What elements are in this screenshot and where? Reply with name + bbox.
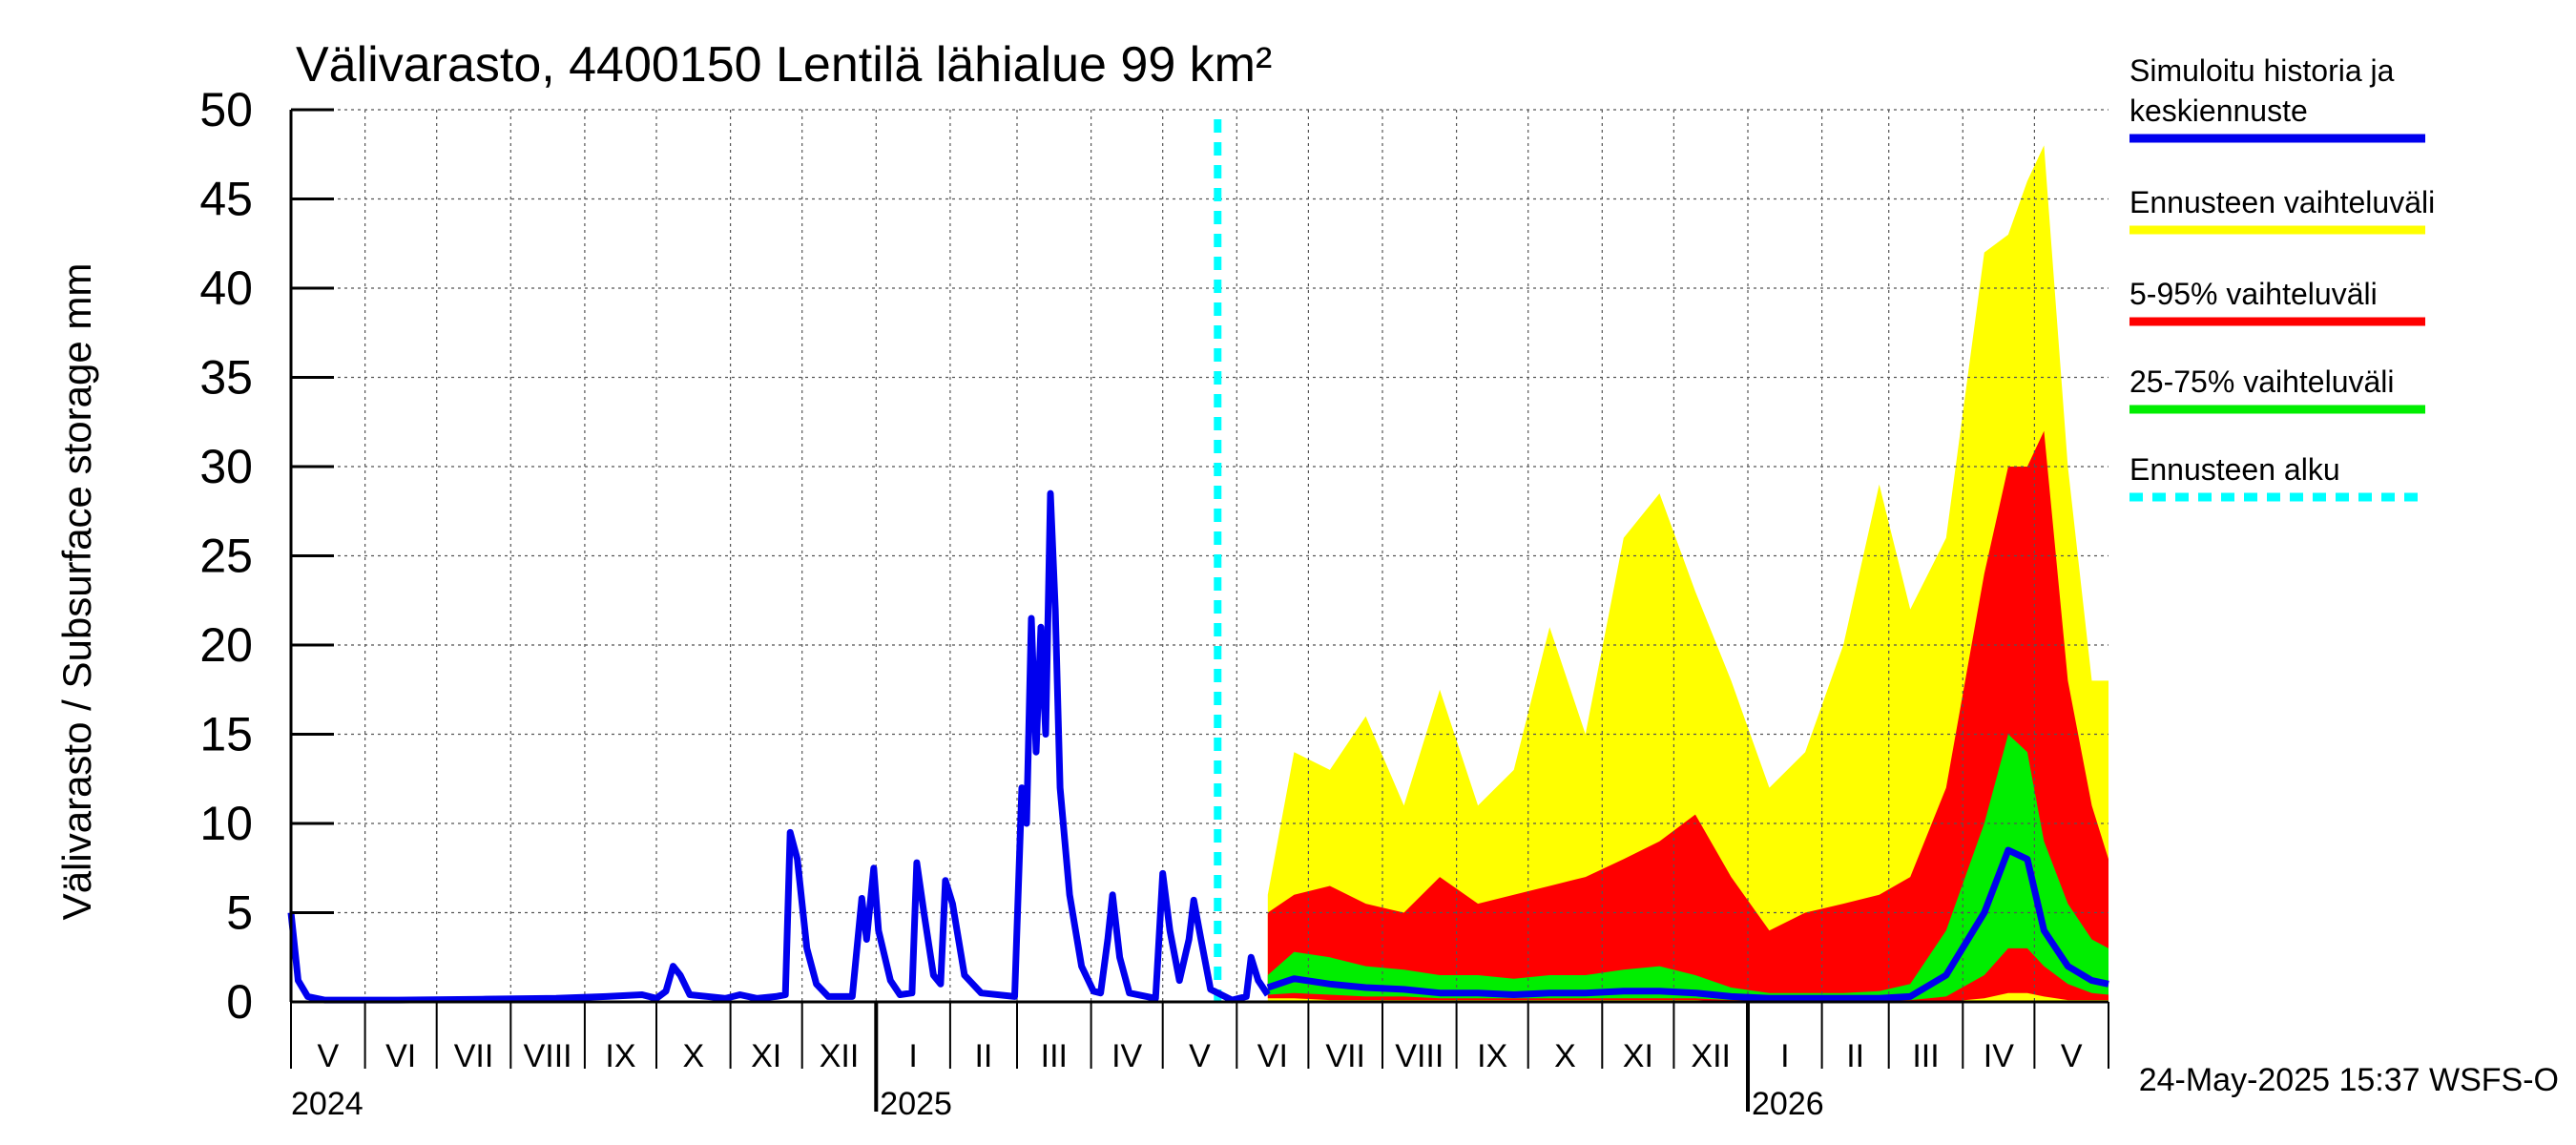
x-month-label: VI <box>1257 1038 1288 1074</box>
x-month-label: VII <box>1325 1038 1365 1074</box>
x-month-label: III <box>1912 1038 1939 1074</box>
y-tick-label: 0 <box>226 975 253 1029</box>
band-25-75 <box>1267 734 2109 1001</box>
chart-title: Välivarasto, 4400150 Lentilä lähialue 99… <box>296 37 1272 93</box>
y-tick-label: 35 <box>199 351 253 405</box>
legend-label: 5-95% vaihteluväli <box>2129 277 2378 311</box>
x-month-label: VI <box>385 1038 416 1074</box>
x-month-label: I <box>1780 1038 1789 1074</box>
x-month-label: XI <box>751 1038 781 1074</box>
x-month-label: IX <box>605 1038 635 1074</box>
x-month-label: V <box>2061 1038 2083 1074</box>
legend-label: Ennusteen vaihteluväli <box>2129 185 2435 219</box>
x-month-label: X <box>682 1038 704 1074</box>
timestamp-label: 24-May-2025 15:37 WSFS-O <box>2139 1062 2559 1098</box>
x-year-label: 2025 <box>880 1086 952 1122</box>
x-month-label: IV <box>1984 1038 2014 1074</box>
x-month-label: V <box>1189 1038 1211 1074</box>
y-tick-label: 50 <box>199 83 253 136</box>
history-line <box>287 489 1271 1004</box>
x-month-label: VIII <box>524 1038 572 1074</box>
x-month-label: XI <box>1623 1038 1653 1074</box>
x-month-label: IV <box>1111 1038 1142 1074</box>
y-tick-label: 20 <box>199 618 253 672</box>
forecast-range-areas <box>1267 145 2109 1003</box>
x-month-label: VIII <box>1395 1038 1444 1074</box>
x-month-label: II <box>974 1038 992 1074</box>
x-year-label: 2026 <box>1752 1086 1824 1122</box>
y-tick-label: 40 <box>199 261 253 315</box>
x-month-label: X <box>1554 1038 1576 1074</box>
legend: Simuloitu historia ja keskiennuste Ennuste… <box>2129 53 2435 502</box>
legend-label: Ennusteen alku <box>2129 452 2340 487</box>
legend-label: 25-75% vaihteluväli <box>2129 364 2395 399</box>
grid-lines <box>291 109 2109 1003</box>
series-lines <box>287 119 2109 1004</box>
x-month-label: XII <box>1691 1038 1731 1074</box>
y-tick-label: 45 <box>199 173 253 226</box>
x-month-label: I <box>908 1038 917 1074</box>
x-year-label: 2024 <box>291 1086 364 1122</box>
y-tick-label: 10 <box>199 797 253 850</box>
x-month-label: II <box>1846 1038 1864 1074</box>
x-month-label: VII <box>454 1038 494 1074</box>
band-full-range <box>1267 145 2109 1002</box>
y-tick-label: 15 <box>199 708 253 761</box>
y-tick-label: 30 <box>199 440 253 493</box>
legend-label: Simuloitu historia ja <box>2129 53 2395 88</box>
y-tick-label: 25 <box>199 530 253 583</box>
y-tick-label: 5 <box>226 886 253 940</box>
legend-label: keskiennuste <box>2129 94 2308 128</box>
median-forecast-line <box>1266 846 2109 1002</box>
x-month-label: III <box>1041 1038 1068 1074</box>
y-axis-label: Välivarasto / Subsurface storage mm <box>54 263 99 921</box>
x-month-label: V <box>317 1038 339 1074</box>
x-month-label: XII <box>820 1038 860 1074</box>
x-month-label: IX <box>1477 1038 1507 1074</box>
